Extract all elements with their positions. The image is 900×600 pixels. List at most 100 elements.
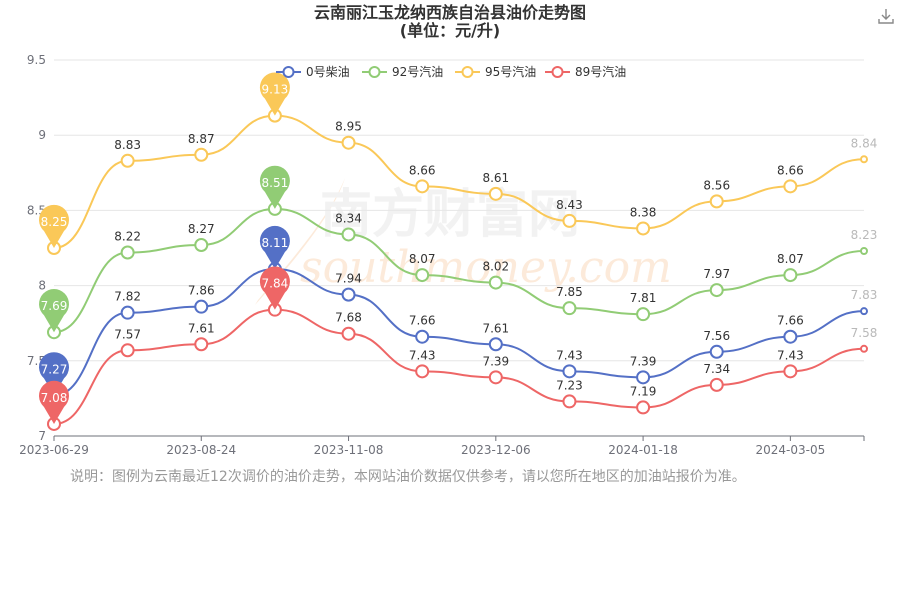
data-point[interactable]: [341, 287, 356, 302]
data-label: 7.61: [188, 321, 215, 335]
data-point[interactable]: [120, 153, 135, 168]
download-icon[interactable]: [876, 6, 896, 26]
data-label: 8.22: [114, 230, 141, 244]
data-label: 7.57: [114, 327, 141, 341]
max-pin: 8.51: [259, 165, 290, 209]
data-point[interactable]: [709, 377, 724, 392]
data-label: 8.66: [409, 163, 436, 177]
data-label: 7.56: [703, 329, 730, 343]
data-point[interactable]: [783, 364, 798, 379]
data-label: 7.85: [556, 285, 583, 299]
data-label: 8.87: [188, 132, 215, 146]
y-tick-label: 8: [38, 279, 46, 293]
data-point[interactable]: [488, 370, 503, 385]
x-tick-label: 2024-03-05: [755, 443, 825, 457]
pin-marker: [259, 165, 290, 209]
data-point[interactable]: [636, 221, 651, 236]
data-point[interactable]: [415, 364, 430, 379]
data-label: 7.39: [630, 354, 657, 368]
data-point[interactable]: [709, 344, 724, 359]
data-label: 8.23: [851, 228, 878, 242]
data-label: 8.07: [409, 252, 436, 266]
data-point[interactable]: [341, 135, 356, 150]
data-point[interactable]: [636, 370, 651, 385]
legend-label: 0号柴油: [306, 65, 350, 79]
data-label: 8.84: [851, 136, 878, 150]
data-point[interactable]: [194, 237, 209, 252]
data-point[interactable]: [341, 326, 356, 341]
pin-marker: [259, 225, 290, 270]
max-pin: 9.13: [259, 72, 290, 116]
data-point[interactable]: [562, 394, 577, 409]
y-tick-label: 9: [38, 128, 46, 142]
data-point[interactable]: [860, 307, 868, 316]
svg-text:southmoney.com: southmoney.com: [300, 242, 672, 293]
data-label: 7.61: [482, 321, 509, 335]
data-point[interactable]: [636, 400, 651, 415]
data-label: 7.43: [409, 348, 436, 362]
data-point[interactable]: [120, 305, 135, 320]
data-label: 7.23: [556, 378, 583, 392]
data-label: 7.34: [703, 362, 730, 376]
legend-item-1[interactable]: 92号汽油: [362, 64, 443, 79]
data-point[interactable]: [194, 147, 209, 162]
data-point[interactable]: [562, 364, 577, 379]
data-point[interactable]: [783, 268, 798, 283]
data-label: 8.43: [556, 198, 583, 212]
max-pin: 7.84: [259, 266, 290, 310]
min-pin: 7.69: [39, 289, 69, 333]
data-label: 8.34: [335, 211, 362, 225]
data-point[interactable]: [415, 179, 430, 194]
data-point[interactable]: [783, 179, 798, 194]
data-point[interactable]: [709, 283, 724, 298]
x-tick-label: 2023-08-24: [166, 443, 236, 457]
data-point[interactable]: [341, 227, 356, 242]
legend-item-0[interactable]: 0号柴油: [276, 65, 350, 79]
data-point[interactable]: [860, 155, 868, 164]
series-line: [53, 308, 865, 425]
legend-marker: [368, 66, 381, 78]
pin-value-label: 8.51: [262, 176, 289, 190]
chart-subtitle: (单位：元/升): [399, 21, 501, 40]
y-tick-label: 9.5: [27, 53, 46, 67]
watermark-logo: 南方财富网 southmoney.com: [255, 178, 672, 305]
data-label: 8.02: [482, 260, 509, 274]
data-label: 7.82: [114, 290, 141, 304]
data-point[interactable]: [488, 186, 503, 201]
data-point[interactable]: [860, 344, 868, 353]
svg-text:南方财富网: 南方财富网: [320, 185, 580, 245]
data-point[interactable]: [488, 337, 503, 352]
data-point[interactable]: [709, 194, 724, 209]
data-point[interactable]: [194, 337, 209, 352]
data-point[interactable]: [488, 275, 503, 290]
data-point[interactable]: [562, 213, 577, 228]
legend-item-2[interactable]: 95号汽油: [455, 64, 536, 79]
data-label: 8.61: [482, 171, 509, 185]
data-label: 7.19: [630, 384, 657, 398]
data-point[interactable]: [415, 268, 430, 283]
data-label: 8.95: [335, 120, 362, 134]
legend-label: 89号汽油: [575, 64, 626, 79]
pin-value-label: 7.27: [41, 362, 68, 376]
data-label: 7.83: [851, 288, 878, 302]
data-label: 7.86: [188, 284, 215, 298]
pin-marker: [259, 72, 290, 116]
data-label: 7.81: [630, 291, 657, 305]
x-tick-label: 2024-01-18: [608, 443, 678, 457]
legend-item-3[interactable]: 89号汽油: [545, 64, 626, 79]
data-point[interactable]: [415, 329, 430, 344]
data-point[interactable]: [120, 343, 135, 358]
pin-value-label: 7.08: [41, 391, 68, 405]
data-point[interactable]: [562, 301, 577, 316]
data-label: 7.68: [335, 311, 362, 325]
data-point[interactable]: [783, 329, 798, 344]
data-point[interactable]: [194, 299, 209, 314]
data-point[interactable]: [860, 247, 868, 256]
data-label: 8.56: [703, 178, 730, 192]
x-tick-label: 2023-12-06: [461, 443, 531, 457]
data-label: 8.66: [777, 163, 804, 177]
data-point[interactable]: [120, 245, 135, 260]
min-pin: 7.08: [39, 380, 69, 424]
data-label: 7.58: [851, 326, 878, 340]
data-point[interactable]: [636, 307, 651, 322]
